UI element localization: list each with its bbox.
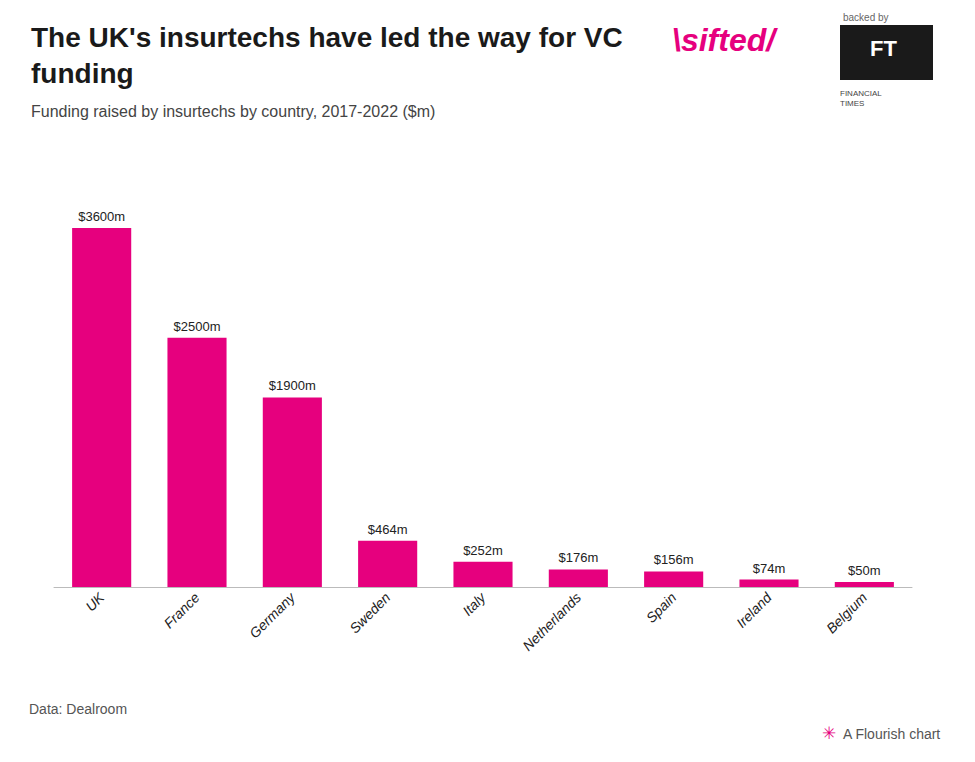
svg-text:Data: Dealroom: Data: Dealroom <box>29 701 127 717</box>
svg-text:Italy: Italy <box>459 589 489 619</box>
svg-text:$176m: $176m <box>558 550 598 565</box>
svg-text:The UK's insurtechs have led t: The UK's insurtechs have led the way for… <box>31 22 623 53</box>
svg-text:A Flourish chart: A Flourish chart <box>843 726 940 742</box>
svg-text:$156m: $156m <box>654 552 694 567</box>
svg-text:$3600m: $3600m <box>78 209 125 224</box>
svg-text:FINANCIAL: FINANCIAL <box>840 89 882 98</box>
svg-text:✳: ✳ <box>822 724 836 743</box>
svg-text:Netherlands: Netherlands <box>519 589 584 654</box>
svg-text:$252m: $252m <box>463 543 503 558</box>
svg-text:$1900m: $1900m <box>269 378 316 393</box>
svg-text:$74m: $74m <box>753 561 786 576</box>
svg-text:Ireland: Ireland <box>733 588 775 630</box>
svg-text:$464m: $464m <box>368 522 408 537</box>
svg-text:Spain: Spain <box>643 589 680 626</box>
svg-text:UK: UK <box>82 589 108 615</box>
svg-text:Germany: Germany <box>246 589 299 642</box>
svg-text:Belgium: Belgium <box>823 589 870 636</box>
svg-text:France: France <box>161 589 203 631</box>
svg-text:$50m: $50m <box>848 563 881 578</box>
svg-text:Funding raised by insurtechs b: Funding raised by insurtechs by country,… <box>31 103 435 120</box>
svg-text:TIMES: TIMES <box>840 99 864 108</box>
svg-text:\sifted/: \sifted/ <box>672 22 778 58</box>
svg-text:$2500m: $2500m <box>174 319 221 334</box>
svg-text:funding: funding <box>31 58 134 89</box>
svg-text:backed by: backed by <box>843 12 889 23</box>
svg-text:FT: FT <box>870 36 897 61</box>
svg-text:Sweden: Sweden <box>346 589 393 636</box>
